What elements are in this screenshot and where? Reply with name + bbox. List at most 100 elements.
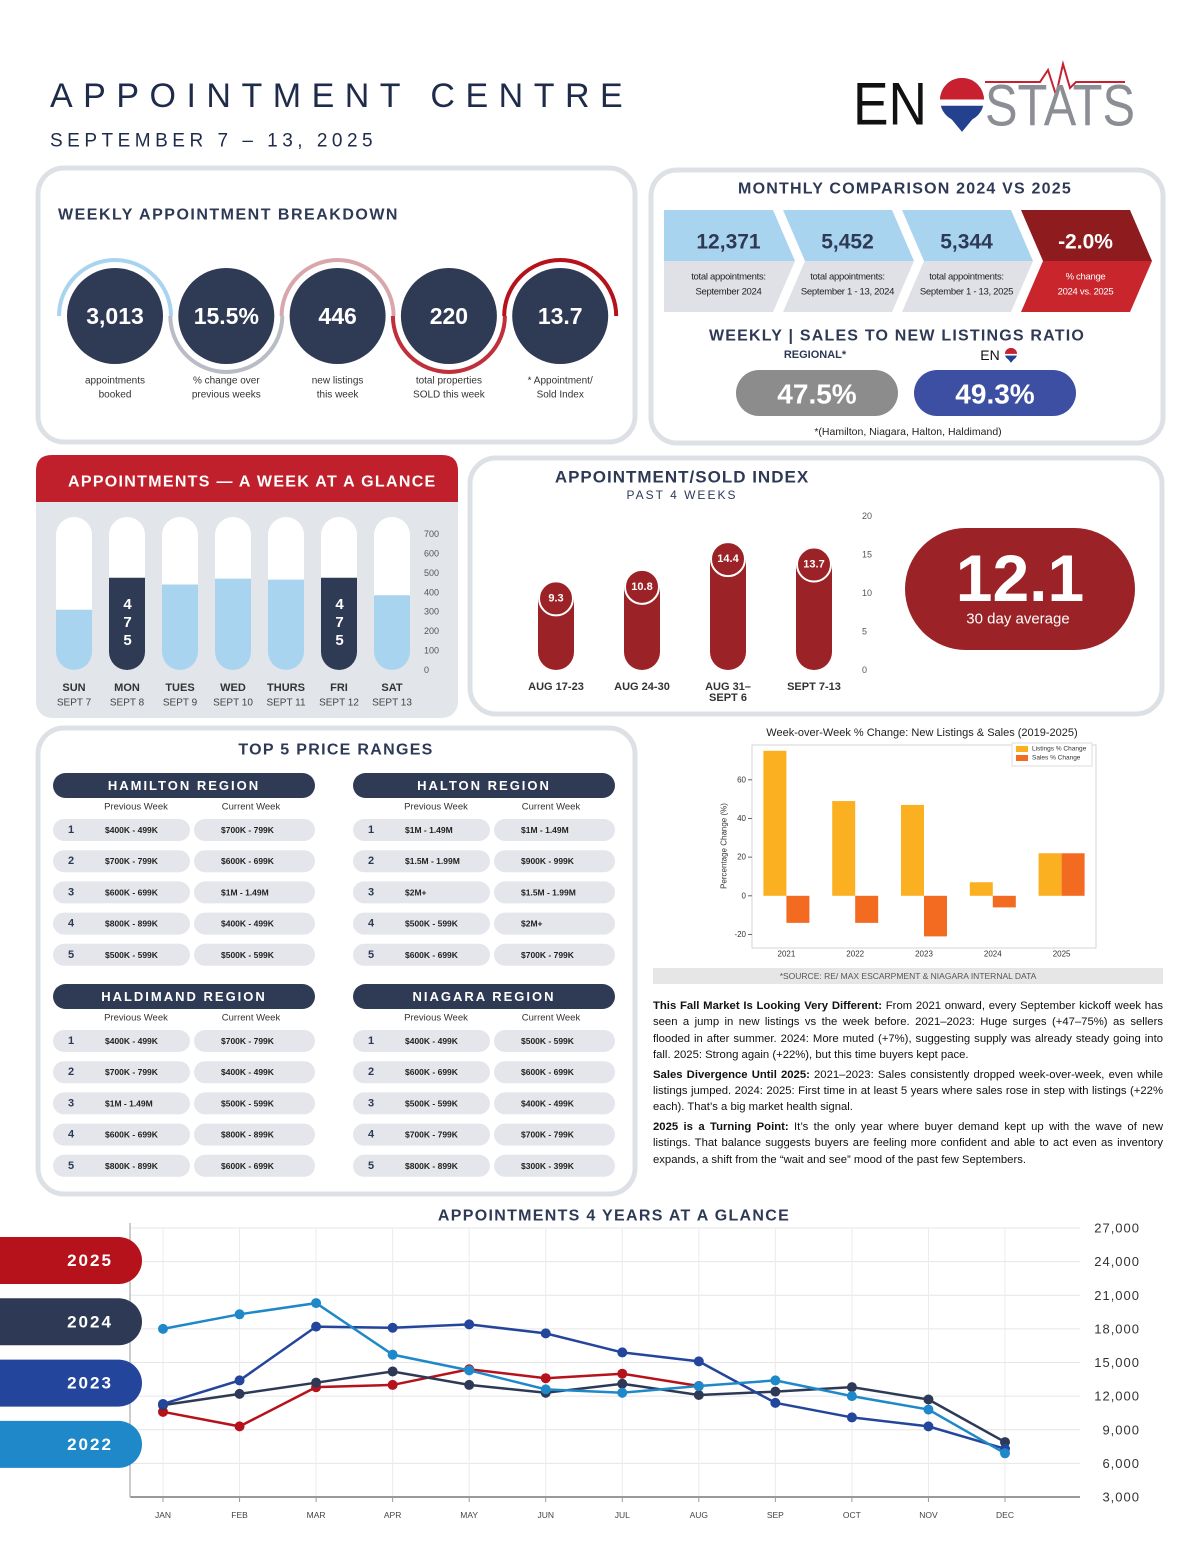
rank: 1 xyxy=(68,824,74,836)
stat-label: this week xyxy=(317,390,360,401)
region-name: HALTON REGION xyxy=(417,778,551,793)
point xyxy=(540,1373,551,1384)
value-label: 9.3 xyxy=(548,592,563,604)
y-tick-label: 300 xyxy=(424,607,439,617)
point xyxy=(770,1397,781,1408)
y-tick-label: 3,000 xyxy=(1102,1490,1140,1505)
comparison-value: 5,452 xyxy=(821,231,874,254)
stat-circle xyxy=(289,268,386,364)
x-tick-label: SAT xyxy=(381,682,402,694)
region-name: HAMILTON REGION xyxy=(108,778,260,793)
source-note: *SOURCE: RE/ MAX ESCARPMENT & NIAGARA IN… xyxy=(780,971,1037,981)
row-pill xyxy=(353,1092,490,1115)
legend-box xyxy=(1011,742,1093,767)
ratio-note: *(Hamilton, Niagara, Halton, Haldimand) xyxy=(814,426,1001,438)
point xyxy=(617,1368,628,1379)
y-tick-label: 700 xyxy=(424,529,439,539)
row-pill xyxy=(194,1123,315,1146)
bar xyxy=(1038,853,1062,896)
stat-value: 3,013 xyxy=(86,303,144,329)
column-header: Previous Week xyxy=(104,1013,168,1024)
ratio-pill xyxy=(736,370,898,416)
y-tick-label: 600 xyxy=(424,548,439,558)
panel xyxy=(648,167,1166,446)
point xyxy=(617,1378,628,1389)
average-label: 30 day average xyxy=(966,611,1069,628)
y-tick-label: 200 xyxy=(424,626,439,636)
rank: 2 xyxy=(68,855,74,867)
price-range: $1M - 1.49M xyxy=(105,1098,153,1108)
stat-value: 446 xyxy=(318,303,356,329)
paragraph-lead: This Fall Market Is Looking Very Differe… xyxy=(653,1000,883,1012)
chart-header xyxy=(36,455,458,502)
ratio-pill xyxy=(914,370,1076,416)
logo-heartbeat xyxy=(985,60,1125,99)
y-tick-label: 0 xyxy=(862,665,867,675)
price-range: $1.5M - 1.99M xyxy=(405,856,460,866)
point xyxy=(158,1398,168,1409)
price-range: $1.5M - 1.99M xyxy=(521,887,576,897)
stat-circle xyxy=(67,268,163,364)
legend-swatch xyxy=(1016,746,1028,752)
x-tick-sublabel: SEPT 11 xyxy=(266,698,306,709)
bar xyxy=(1061,853,1085,896)
legend-tab xyxy=(0,1237,142,1284)
point xyxy=(234,1375,245,1386)
price-range: $500K - 599K xyxy=(521,1036,575,1046)
rank: 4 xyxy=(368,918,375,930)
value-label: 10.8 xyxy=(631,581,652,593)
price-range: $600K - 699K xyxy=(405,950,459,960)
y-tick-label: 10 xyxy=(862,588,872,598)
column-header: Current Week xyxy=(222,1013,281,1024)
rank: 4 xyxy=(68,918,75,930)
stat-value: 15.5% xyxy=(194,303,259,329)
row-pill xyxy=(494,943,615,966)
row-pill xyxy=(53,1061,190,1084)
row-pill xyxy=(53,819,190,841)
point xyxy=(464,1319,475,1330)
y-tick-label: 6,000 xyxy=(1102,1456,1140,1471)
row-pill xyxy=(53,1123,190,1146)
legend-swatch xyxy=(1016,755,1028,761)
price-range: $600K - 699K xyxy=(221,856,275,866)
point xyxy=(464,1365,475,1376)
paragraph: This Fall Market Is Looking Very Differe… xyxy=(653,998,1163,1064)
point xyxy=(923,1394,934,1405)
value-label: 14.4 xyxy=(717,553,739,565)
stat-value: 220 xyxy=(430,303,468,329)
rank: 3 xyxy=(368,886,374,898)
paragraph: 2025 is a Turning Point: It’s the only y… xyxy=(653,1119,1163,1168)
row-pill xyxy=(53,881,190,904)
price-range: $800K - 899K xyxy=(221,1130,275,1140)
price-range: $1M - 1.49M xyxy=(405,825,453,835)
column-header: Current Week xyxy=(522,802,581,813)
bar xyxy=(538,598,574,670)
price-range: $800K - 899K xyxy=(105,1161,159,1171)
x-tick-label: DEC xyxy=(996,1510,1014,1520)
chevron-bottom xyxy=(783,261,914,312)
price-range: $700K - 799K xyxy=(521,950,575,960)
logo-o-top xyxy=(1005,348,1017,354)
comparison-label: total appointments: xyxy=(929,272,1004,283)
y-tick-label: 20 xyxy=(862,511,872,521)
column-header: Current Week xyxy=(222,802,281,813)
paragraph: Sales Divergence Until 2025: 2021–2023: … xyxy=(653,1067,1163,1116)
legend-label: 2022 xyxy=(67,1435,113,1454)
ring-arc xyxy=(57,258,173,317)
region-header xyxy=(53,773,315,798)
bar xyxy=(786,895,810,923)
price-range: $700K - 799K xyxy=(221,1036,275,1046)
row-pill xyxy=(194,881,315,904)
stat-circle xyxy=(178,268,275,364)
rank: 4 xyxy=(368,1129,375,1141)
bar xyxy=(855,895,879,923)
price-range: $1M - 1.49M xyxy=(221,887,269,897)
price-range: $700K - 799K xyxy=(221,825,275,835)
point xyxy=(464,1379,475,1390)
row-pill xyxy=(194,819,315,841)
price-range: $500K - 599K xyxy=(221,950,275,960)
row-pill xyxy=(353,850,490,873)
value-badge xyxy=(710,541,746,578)
plot-frame xyxy=(751,744,1097,949)
y-tick-label: 21,000 xyxy=(1094,1288,1140,1303)
